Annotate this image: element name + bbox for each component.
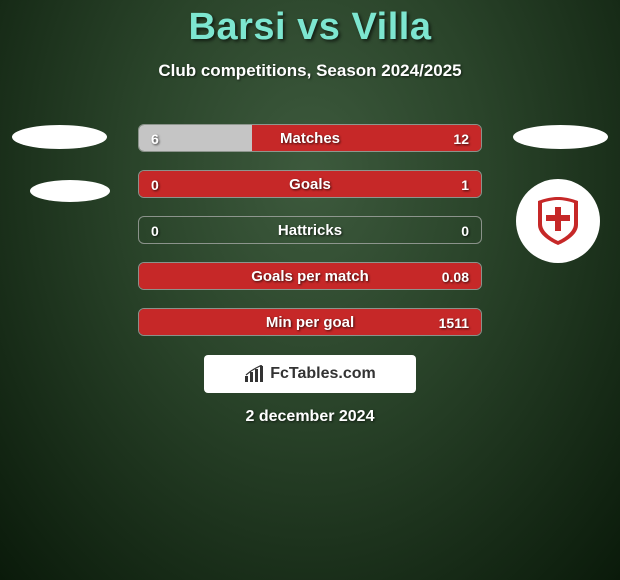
bar-label: Min per goal	[139, 309, 481, 336]
stats-bars: Matches612Goals01Hattricks00Goals per ma…	[138, 124, 482, 354]
bar-label: Goals	[139, 171, 481, 198]
value-left: 6	[151, 125, 159, 152]
player-left-placeholder-2	[30, 180, 110, 202]
brand-text: FcTables.com	[270, 365, 376, 383]
bar-label: Hattricks	[139, 217, 481, 244]
value-left: 0	[151, 217, 159, 244]
stat-bar: Matches6 12	[138, 124, 482, 152]
club-logo-right	[516, 179, 600, 263]
subtitle: Club competitions, Season 2024/2025	[0, 61, 620, 81]
brand-box: FcTables.com	[204, 355, 416, 393]
value-left: 0	[151, 171, 159, 198]
value-right: 0.08	[442, 263, 469, 290]
value-right: 1	[461, 171, 469, 198]
page-title: Barsi vs Villa	[0, 0, 620, 49]
bar-chart-icon	[244, 365, 266, 383]
player-left-placeholder-1	[12, 125, 107, 149]
value-right: 0	[461, 217, 469, 244]
bar-label: Matches	[139, 125, 481, 152]
shield-icon	[538, 197, 578, 245]
value-right: 1511	[439, 309, 469, 336]
value-right: 12	[453, 125, 469, 152]
player-right-placeholder	[513, 125, 608, 149]
stat-bar: Goals0 1	[138, 170, 482, 198]
stat-bar: Min per goal1511	[138, 308, 482, 336]
stat-bar: Hattricks0 0	[138, 216, 482, 244]
footer-date: 2 december 2024	[0, 408, 620, 426]
stat-bar: Goals per match0.08	[138, 262, 482, 290]
bar-label: Goals per match	[139, 263, 481, 290]
